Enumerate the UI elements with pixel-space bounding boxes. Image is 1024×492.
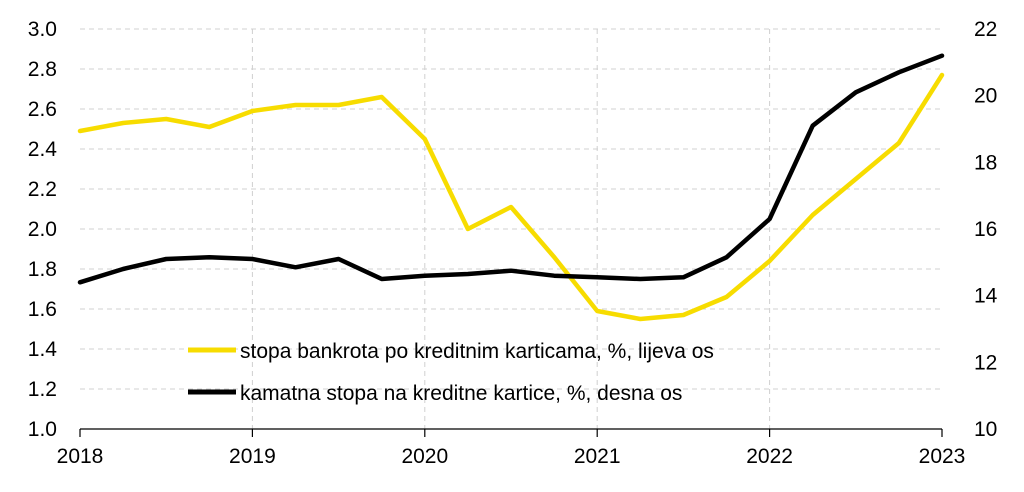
x-axis-tick-label: 2023 bbox=[919, 445, 966, 468]
data-point-bankruptcy-rate bbox=[294, 103, 298, 107]
data-point-interest-rate bbox=[595, 275, 599, 279]
data-point-bankruptcy-rate bbox=[509, 205, 513, 209]
left-axis-tick-label: 1.4 bbox=[28, 338, 58, 361]
data-point-bankruptcy-rate bbox=[207, 125, 211, 129]
data-point-bankruptcy-rate bbox=[552, 255, 556, 259]
series-line-bankruptcy-rate bbox=[77, 72, 945, 322]
data-point-interest-rate bbox=[164, 257, 168, 261]
series-layer bbox=[77, 53, 945, 322]
data-point-bankruptcy-rate bbox=[164, 117, 168, 121]
left-axis-tick-label: 2.8 bbox=[28, 58, 57, 81]
left-axis-ticks: 1.0 1.2 1.4 1.6 1.8 2.0 2.2 2.4 2.6 2.8 3.0 bbox=[28, 18, 58, 441]
data-point-interest-rate bbox=[854, 90, 858, 94]
x-axis-tick-label: 2019 bbox=[229, 445, 276, 468]
data-point-interest-rate bbox=[337, 257, 341, 261]
right-axis-tick-label: 18 bbox=[974, 151, 997, 174]
series-line-interest-rate bbox=[77, 53, 945, 285]
data-point-interest-rate bbox=[940, 54, 944, 58]
left-axis-tick-label: 1.6 bbox=[28, 298, 57, 321]
right-axis-tick-label: 22 bbox=[974, 18, 997, 41]
data-point-bankruptcy-rate bbox=[854, 177, 858, 181]
data-point-interest-rate bbox=[811, 124, 815, 128]
x-axis-tick-label: 2021 bbox=[574, 445, 621, 468]
data-point-bankruptcy-rate bbox=[768, 259, 772, 263]
data-point-interest-rate bbox=[423, 274, 427, 278]
data-point-interest-rate bbox=[897, 70, 901, 74]
left-axis-tick-label: 2.4 bbox=[28, 138, 58, 161]
data-point-interest-rate bbox=[250, 257, 254, 261]
data-point-bankruptcy-rate bbox=[337, 103, 341, 107]
right-axis-tick-label: 12 bbox=[974, 351, 997, 374]
right-axis-ticks: 10 12 14 16 18 20 22 bbox=[974, 18, 998, 441]
data-point-bankruptcy-rate bbox=[811, 213, 815, 217]
data-point-bankruptcy-rate bbox=[595, 309, 599, 313]
left-axis-tick-label: 3.0 bbox=[28, 18, 57, 41]
data-point-interest-rate bbox=[638, 277, 642, 281]
right-axis-tick-label: 14 bbox=[974, 285, 998, 308]
data-point-interest-rate bbox=[725, 255, 729, 259]
data-point-interest-rate bbox=[78, 280, 82, 284]
left-axis-tick-label: 1.8 bbox=[28, 258, 57, 281]
left-axis-tick-label: 2.2 bbox=[28, 178, 57, 201]
right-axis-tick-label: 20 bbox=[974, 85, 997, 108]
left-axis-tick-label: 2.0 bbox=[28, 218, 57, 241]
left-axis-tick-label: 2.6 bbox=[28, 98, 57, 121]
data-point-bankruptcy-rate bbox=[940, 73, 944, 77]
data-point-bankruptcy-rate bbox=[423, 137, 427, 141]
data-point-interest-rate bbox=[509, 269, 513, 273]
data-point-bankruptcy-rate bbox=[638, 317, 642, 321]
data-point-bankruptcy-rate bbox=[380, 95, 384, 99]
data-point-interest-rate bbox=[768, 217, 772, 221]
right-axis-tick-label: 16 bbox=[974, 218, 997, 241]
data-point-interest-rate bbox=[121, 267, 125, 271]
data-point-bankruptcy-rate bbox=[250, 109, 254, 113]
data-point-interest-rate bbox=[466, 272, 470, 276]
data-point-interest-rate bbox=[552, 274, 556, 278]
data-point-interest-rate bbox=[207, 255, 211, 259]
data-point-bankruptcy-rate bbox=[725, 295, 729, 299]
x-axis-ticks: 2018 2019 2020 2021 2022 2023 bbox=[57, 429, 966, 468]
legend-label-bankruptcy-rate: stopa bankrota po kreditnim karticama, %… bbox=[240, 340, 714, 363]
right-axis-tick-label: 10 bbox=[974, 418, 997, 441]
data-point-bankruptcy-rate bbox=[681, 313, 685, 317]
data-point-bankruptcy-rate bbox=[78, 129, 82, 133]
data-point-bankruptcy-rate bbox=[897, 141, 901, 145]
data-point-bankruptcy-rate bbox=[466, 227, 470, 231]
x-axis-tick-label: 2020 bbox=[401, 445, 448, 468]
left-axis-tick-label: 1.0 bbox=[28, 418, 57, 441]
x-axis-tick-label: 2022 bbox=[746, 445, 793, 468]
data-point-interest-rate bbox=[681, 275, 685, 279]
legend: stopa bankrota po kreditnim karticama, %… bbox=[188, 340, 714, 405]
left-axis-tick-label: 1.2 bbox=[28, 378, 57, 401]
data-point-interest-rate bbox=[294, 265, 298, 269]
legend-label-interest-rate: kamatna stopa na kreditne kartice, %, de… bbox=[240, 382, 682, 405]
x-axis-tick-label: 2018 bbox=[57, 445, 104, 468]
data-point-interest-rate bbox=[380, 277, 384, 281]
gridlines bbox=[80, 28, 942, 429]
data-point-bankruptcy-rate bbox=[121, 121, 125, 125]
